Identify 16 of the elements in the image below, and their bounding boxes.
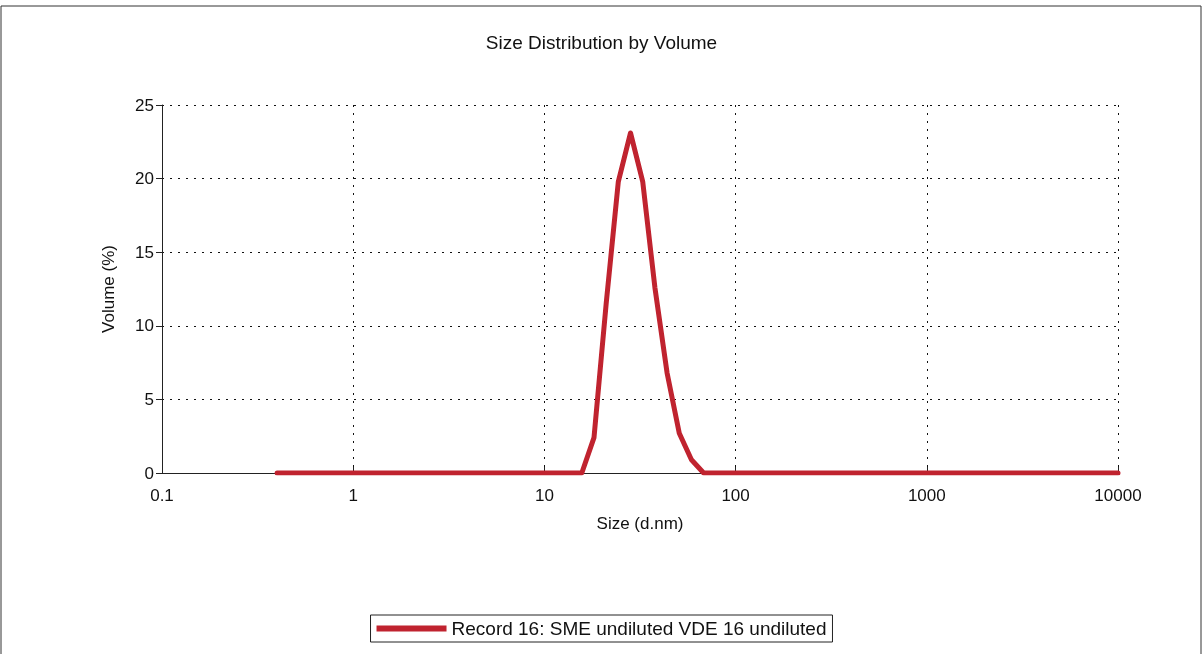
x-tick-label: 10000 [1094,486,1142,505]
y-tick-label: 20 [135,169,154,189]
x-tick-label: 1 [348,486,358,505]
x-tick-label: 1000 [907,486,946,505]
x-tick-label: 100 [721,486,750,505]
x-tick-label: 10 [534,486,554,505]
y-tick-label: 15 [135,242,154,262]
y-tick-label: 0 [144,463,154,483]
legend-label: Record 16: SME undiluted VDE 16 undiluted [451,618,827,639]
y-axis-title: Volume (%) [99,245,118,333]
x-tick-label: 0.1 [150,486,174,505]
x-axis-title: Size (d.nm) [596,514,684,533]
y-tick-label: 10 [135,316,154,336]
chart-title: Size Distribution by Volume [485,32,718,53]
y-tick-label: 25 [135,95,154,115]
y-tick-label: 5 [144,389,154,409]
